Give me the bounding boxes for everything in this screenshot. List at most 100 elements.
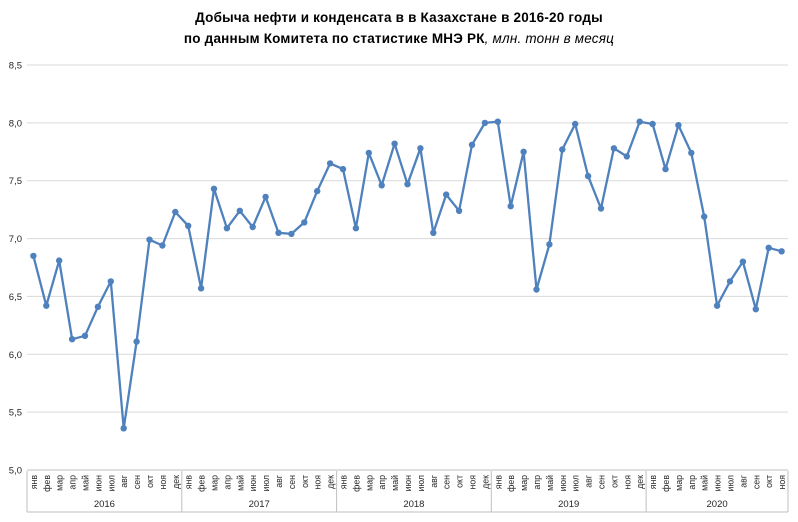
data-point — [236, 207, 243, 214]
month-label: апр — [687, 475, 697, 490]
data-point — [288, 230, 295, 238]
data-point — [81, 332, 89, 339]
data-point — [649, 120, 656, 128]
data-point — [520, 148, 527, 155]
month-label: сен — [442, 475, 452, 489]
y-axis-label: 7,5 — [9, 176, 22, 187]
year-label: 2018 — [403, 499, 424, 510]
data-point — [739, 258, 747, 265]
month-label: авг — [119, 475, 129, 488]
year-label: 2017 — [249, 499, 270, 510]
month-label: янв — [648, 475, 658, 490]
data-point — [275, 229, 282, 236]
month-label: июн — [558, 475, 568, 492]
data-point — [546, 241, 553, 248]
data-point — [365, 149, 372, 157]
month-label: фев — [197, 475, 207, 492]
month-label: фев — [661, 475, 671, 492]
data-point — [352, 225, 360, 232]
month-label: окт — [455, 475, 465, 488]
month-label: май — [545, 475, 555, 491]
data-point — [481, 119, 489, 127]
y-axis-label: 6,5 — [9, 292, 22, 303]
month-label: июл — [571, 475, 581, 491]
data-point — [404, 181, 411, 188]
data-point — [339, 165, 347, 173]
data-point — [417, 145, 424, 152]
month-label: мар — [519, 475, 529, 491]
month-label: мар — [674, 475, 684, 491]
month-label: июн — [713, 475, 723, 492]
chart-title: Добыча нефти и конденсата в в Казахстане… — [0, 7, 798, 49]
month-label: ноя — [777, 475, 787, 490]
month-label: мар — [210, 475, 220, 491]
data-point — [185, 222, 192, 229]
data-point — [120, 425, 127, 432]
month-label: дек — [635, 475, 645, 489]
data-point — [443, 191, 450, 198]
data-point — [172, 208, 179, 216]
month-label: сен — [132, 475, 142, 489]
y-axis-label: 6,0 — [9, 350, 22, 361]
month-label: фев — [42, 475, 52, 492]
month-label: июл — [106, 475, 116, 491]
data-point — [726, 278, 734, 285]
data-point — [597, 205, 605, 212]
month-label: дек — [171, 475, 181, 489]
chart-subtitle-bold: по данным Комитета по статистике МНЭ РК — [183, 31, 485, 46]
month-label: сен — [751, 475, 761, 489]
chart-title-line2: по данным Комитета по статистике МНЭ РК,… — [0, 28, 798, 49]
month-label: янв — [184, 475, 194, 490]
data-point — [133, 338, 140, 345]
data-point — [662, 165, 669, 173]
data-point — [675, 122, 682, 129]
data-point — [43, 302, 50, 309]
data-point — [197, 285, 205, 292]
data-point — [301, 219, 308, 226]
year-label: 2016 — [94, 499, 115, 510]
year-label: 2020 — [707, 499, 728, 510]
month-label: окт — [764, 475, 774, 488]
month-label: мар — [364, 475, 374, 491]
month-label: июл — [261, 475, 271, 491]
y-axis-label: 8,0 — [9, 118, 22, 129]
data-point — [701, 213, 708, 220]
month-label: май — [390, 475, 400, 491]
data-point — [752, 306, 759, 313]
month-label: июн — [93, 475, 103, 492]
month-label: апр — [377, 475, 387, 490]
series-line — [32, 120, 783, 430]
chart-subtitle-italic: , млн. тонн в месяц — [484, 31, 615, 46]
month-label: янв — [493, 475, 503, 490]
month-label: янв — [29, 475, 39, 490]
data-point — [249, 223, 256, 231]
month-label: янв — [339, 475, 349, 490]
month-label: авг — [584, 475, 594, 488]
month-label: авг — [429, 475, 439, 488]
month-label: окт — [609, 475, 619, 488]
data-point — [559, 146, 566, 153]
data-point — [159, 242, 166, 249]
data-point — [533, 286, 540, 293]
data-point — [146, 236, 153, 243]
month-label: ноя — [622, 475, 632, 490]
month-label: сен — [287, 475, 297, 489]
y-axis-label: 7,0 — [9, 234, 22, 245]
month-label: апр — [532, 475, 542, 490]
month-label: июл — [416, 475, 426, 491]
month-label: июл — [726, 475, 736, 491]
month-label: окт — [300, 475, 310, 488]
data-point — [314, 187, 321, 195]
month-label: сен — [597, 475, 607, 489]
month-label: дек — [326, 475, 336, 489]
month-label: фев — [506, 475, 516, 492]
month-label: авг — [738, 475, 748, 488]
data-point — [326, 160, 334, 167]
y-axis-label: 5,5 — [9, 408, 22, 419]
data-point — [688, 149, 695, 157]
month-label: фев — [351, 475, 361, 492]
data-point — [378, 182, 385, 189]
data-point — [455, 207, 463, 214]
